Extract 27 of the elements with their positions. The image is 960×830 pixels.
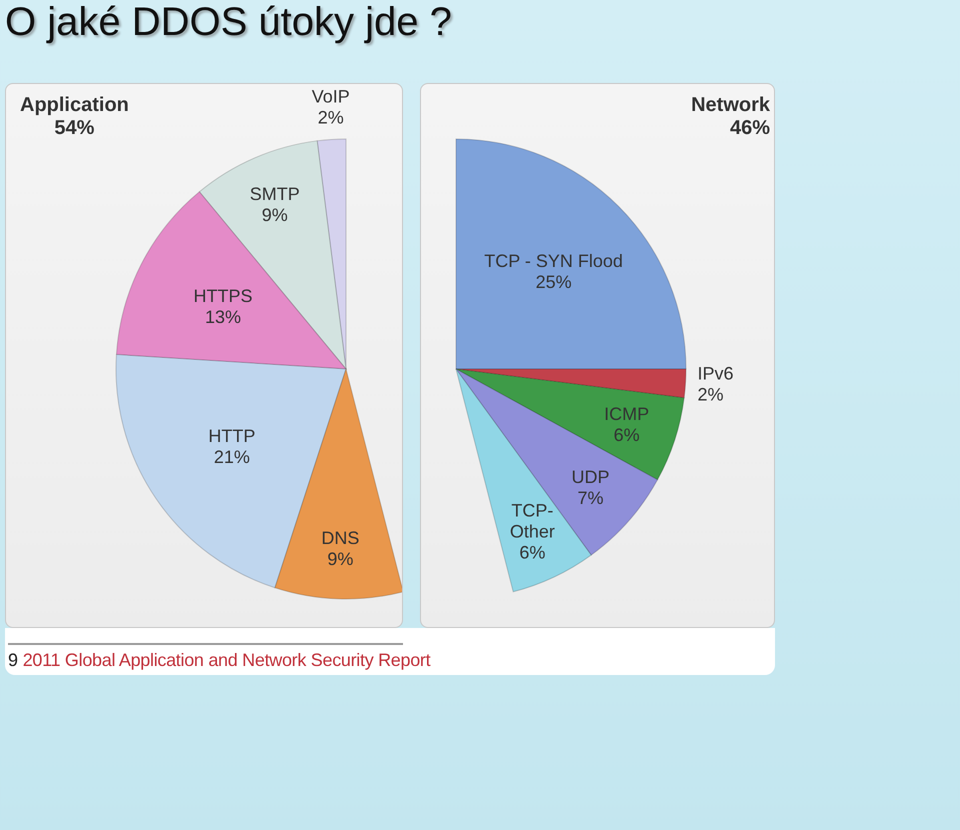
slice-label: VoIP [312,86,350,106]
data-label: 25% [536,272,572,292]
slice-label: HTTP [208,426,256,446]
data-label: 9% [327,548,354,569]
data-label: 6% [614,424,640,445]
data-label: 9% [262,204,288,225]
data-label: 13% [205,306,242,327]
text: 54% [54,117,94,139]
data-label: 6% [519,542,546,562]
slice-label: TCP-Other [510,500,555,542]
slice-label: ICMP [604,404,650,424]
slice-label: SMTP [250,184,300,204]
chart-title: Network [691,94,770,116]
slice-label: UDP [572,467,610,488]
chart-subtitle: 46% [730,117,770,139]
data-label: 7% [578,488,604,508]
slice-label: DNS [321,528,360,548]
slice-label: IPv6 [698,364,734,384]
text: 9 [8,650,18,670]
slice-label: HTTPS [194,286,253,306]
data-label: 21% [214,447,250,468]
data-label: 2% [318,107,344,128]
chart-title: Application [20,94,129,116]
data-label: 2% [698,384,724,405]
text: 2011 Global Application and Network Security Report [22,650,430,670]
slice-label: TCP - SYN Flood [484,250,623,271]
text: O jaké DDOS útoky jde ? [5,0,452,44]
